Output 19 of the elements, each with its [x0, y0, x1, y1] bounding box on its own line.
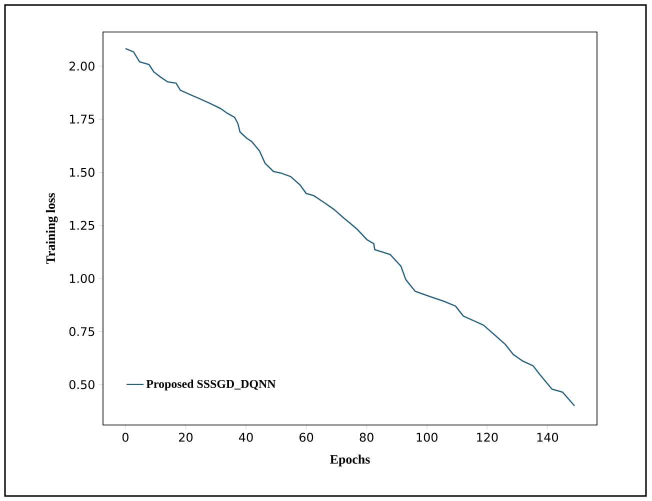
y-tick-label: 1.50 [70, 168, 94, 177]
y-tick-label: 1.25 [70, 220, 94, 230]
y-tick-label: 0.50 [69, 380, 94, 390]
x-tick-label: 80 [360, 432, 374, 442]
x-tick-label: 140 [537, 432, 558, 442]
x-tick-label: 20 [179, 432, 193, 442]
legend-label: Proposed SSSGD_DQNN [146, 380, 276, 390]
x-tick-label: 60 [300, 432, 314, 442]
x-tick-label: 40 [238, 432, 253, 442]
y-axis-title: Training loss [46, 193, 58, 264]
line-series [124, 48, 576, 407]
x-tick-label: 120 [477, 432, 498, 442]
y-tick-label: 0.75 [69, 327, 94, 336]
x-tick-label: 100 [416, 432, 438, 442]
x-tick-label: 0 [122, 432, 128, 442]
y-tick-label: 1.75 [70, 114, 94, 124]
x-axis-title: Epochs [330, 454, 370, 466]
y-tick-label: 1.00 [70, 274, 94, 284]
y-tick-label: 2.00 [69, 62, 94, 71]
